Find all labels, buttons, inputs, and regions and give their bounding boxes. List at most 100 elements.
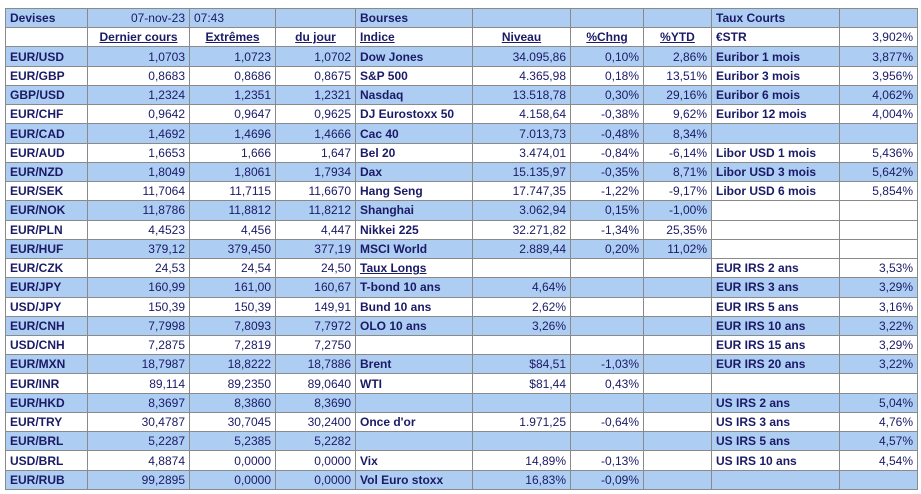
cell-ytd: 11,02% xyxy=(643,238,712,260)
cell-extreme: 30,7045 xyxy=(189,411,276,433)
cell-ytd: 8,71% xyxy=(643,161,712,183)
cell-chng: -1,22% xyxy=(570,181,644,202)
cell-rate-name: EUR IRS 3 ans xyxy=(711,277,840,298)
table-row: EUR/JPY 160,99 161,00 160,67 T-bond 10 ans 4,… xyxy=(5,277,918,298)
empty-cell xyxy=(839,7,918,29)
table-row: EUR/PLN 4,4523 4,456 4,447 Nikkei 225 32.271,… xyxy=(5,219,918,240)
cell-ytd: -6,14% xyxy=(643,142,712,163)
table-row: EUR/AUD 1,6653 1,666 1,647 Bel 20 3.474,01 -0,… xyxy=(5,142,918,163)
cell-dernier: 7,2875 xyxy=(87,334,190,356)
cell-chng xyxy=(570,258,644,279)
cell-rate-value xyxy=(839,123,918,144)
table-row: EUR/NZD 1,8049 1,8061 1,7934 Dax 15.135,97 -0,… xyxy=(5,161,918,183)
cell-dernier: 5,2287 xyxy=(87,431,190,452)
cell-pair: EUR/GBP xyxy=(5,65,88,86)
cell-chng xyxy=(570,277,644,298)
cell-du-jour: 30,2400 xyxy=(275,411,356,433)
cell-ytd xyxy=(643,411,712,433)
cell-extreme: 24,54 xyxy=(189,258,276,279)
market-table-container: Devises 07-nov-23 07:43 Bourses Taux Cou… xyxy=(5,7,918,491)
cell-du-jour: 7,7972 xyxy=(275,315,356,336)
cell-rate-name: Libor USD 1 mois xyxy=(711,142,840,163)
cell-extreme: 1,4696 xyxy=(189,123,276,144)
empty-cell xyxy=(275,7,356,29)
header-row: Devises 07-nov-23 07:43 Bourses Taux Cou… xyxy=(5,7,918,29)
cell-indice: Nikkei 225 xyxy=(355,219,473,240)
cell-rate-value: 3,877% xyxy=(839,46,918,67)
cell-extreme: 1,8061 xyxy=(189,161,276,183)
cell-du-jour: 160,67 xyxy=(275,277,356,298)
cell-rate-name xyxy=(711,123,840,144)
cell-rate-value: 3,53% xyxy=(839,258,918,279)
cell-niveau: 3,26% xyxy=(472,315,571,336)
cell-rate-name: US IRS 3 ans xyxy=(711,411,840,433)
col-header-chng: %Chng xyxy=(570,27,644,48)
cell-ytd xyxy=(643,277,712,298)
cell-du-jour: 1,0702 xyxy=(275,46,356,67)
cell-du-jour: 1,2321 xyxy=(275,84,356,106)
cell-dernier: 0,9642 xyxy=(87,104,190,125)
cell-dernier: 11,8786 xyxy=(87,200,190,221)
cell-ytd xyxy=(643,334,712,356)
cell-dernier: 4,4523 xyxy=(87,219,190,240)
cell-niveau: 4.365,98 xyxy=(472,65,571,86)
cell-rate-name: EUR IRS 10 ans xyxy=(711,315,840,336)
cell-extreme: 0,0000 xyxy=(189,469,276,491)
cell-rate-name: US IRS 2 ans xyxy=(711,392,840,413)
cell-rate-name: US IRS 10 ans xyxy=(711,450,840,471)
cell-indice: OLO 10 ans xyxy=(355,315,473,336)
cell-extreme: 11,7115 xyxy=(189,181,276,202)
table-row: EUR/USD 1,0703 1,0723 1,0702 Dow Jones 34.095… xyxy=(5,46,918,67)
cell-pair: USD/CNH xyxy=(5,334,88,356)
cell-chng: -1,34% xyxy=(570,219,644,240)
cell-dernier: 11,7064 xyxy=(87,181,190,202)
cell-rate-value: 3,16% xyxy=(839,296,918,317)
cell-rate-value xyxy=(839,200,918,221)
cell-du-jour: 89,0640 xyxy=(275,373,356,394)
cell-niveau: 3.474,01 xyxy=(472,142,571,163)
cell-extreme: 18,8222 xyxy=(189,354,276,375)
cell-pair: EUR/AUD xyxy=(5,142,88,163)
devises-heading: Devises xyxy=(5,7,88,29)
cell-indice: Brent xyxy=(355,354,473,375)
cell-indice: Once d'or xyxy=(355,411,473,433)
cell-chng xyxy=(570,392,644,413)
cell-extreme: 89,2350 xyxy=(189,373,276,394)
cell-rate-value xyxy=(839,219,918,240)
cell-indice: Vix xyxy=(355,450,473,471)
cell-rate-value xyxy=(839,238,918,260)
cell-rate-name: EUR IRS 5 ans xyxy=(711,296,840,317)
cell-dernier: 4,8874 xyxy=(87,450,190,471)
cell-dernier: 99,2895 xyxy=(87,469,190,491)
taux-courts-heading: Taux Courts xyxy=(711,7,840,29)
empty-cell xyxy=(5,27,88,48)
cell-rate-value: 5,04% xyxy=(839,392,918,413)
cell-pair: EUR/JPY xyxy=(5,277,88,298)
cell-rate-name: EUR IRS 2 ans xyxy=(711,258,840,279)
table-body: Devises 07-nov-23 07:43 Bourses Taux Cou… xyxy=(5,7,918,491)
cell-indice: Vol Euro stoxx xyxy=(355,469,473,491)
cell-rate-value: 4,004% xyxy=(839,104,918,125)
cell-rate-name: Libor USD 3 mois xyxy=(711,161,840,183)
cell-pair: USD/BRL xyxy=(5,450,88,471)
cell-chng: -0,13% xyxy=(570,450,644,471)
cell-du-jour: 0,0000 xyxy=(275,469,356,491)
cell-dernier: 30,4787 xyxy=(87,411,190,433)
estr-value: 3,902% xyxy=(839,27,918,48)
cell-rate-value: 5,436% xyxy=(839,142,918,163)
cell-ytd: 29,16% xyxy=(643,84,712,106)
cell-dernier: 24,53 xyxy=(87,258,190,279)
cell-indice: S&P 500 xyxy=(355,65,473,86)
cell-dernier: 18,7987 xyxy=(87,354,190,375)
cell-pair: EUR/NOK xyxy=(5,200,88,221)
cell-dernier: 150,39 xyxy=(87,296,190,317)
empty-cell xyxy=(643,7,712,29)
cell-dernier: 7,7998 xyxy=(87,315,190,336)
cell-extreme: 8,3860 xyxy=(189,392,276,413)
cell-pair: EUR/CNH xyxy=(5,315,88,336)
time-label: 07:43 xyxy=(189,7,276,29)
cell-ytd xyxy=(643,373,712,394)
cell-chng: -0,84% xyxy=(570,142,644,163)
cell-niveau: 34.095,86 xyxy=(472,46,571,67)
cell-dernier: 379,12 xyxy=(87,238,190,260)
